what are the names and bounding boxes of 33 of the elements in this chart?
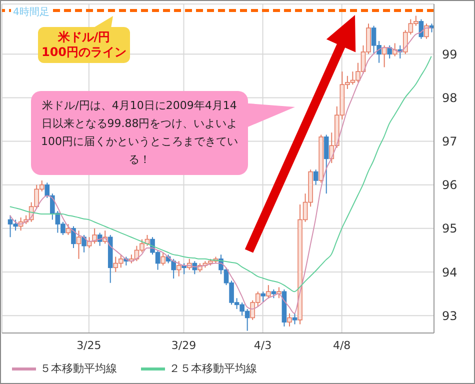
candlestick [160, 252, 166, 266]
candlestick [260, 291, 266, 303]
candlestick [66, 224, 71, 236]
y-tick-label: 93 [442, 308, 458, 323]
ref-line-label: 米ドル/円 100円のライン [38, 30, 130, 60]
y-tick-label: 96 [442, 178, 458, 192]
y-tick-label: 99 [442, 47, 458, 62]
candlestick [276, 286, 282, 299]
candlestick [324, 134, 329, 194]
candlestick [82, 234, 86, 253]
candlestick [176, 260, 182, 277]
candlestick [424, 23, 429, 40]
y-tick-label: 94 [442, 265, 458, 280]
candlestick [392, 42, 398, 57]
candlestick [44, 182, 50, 198]
candlestick [266, 284, 271, 299]
candlestick [387, 44, 392, 59]
x-tick-label: 3/29 [171, 338, 196, 352]
candlestick [313, 169, 318, 186]
y-tick-label: 97 [442, 134, 458, 149]
candlestick [287, 312, 292, 327]
candlestick [71, 226, 76, 249]
candlestick [292, 312, 298, 325]
y-tick-label: 95 [442, 222, 458, 236]
legend-label: ５本移動平均線 [40, 362, 117, 376]
annotation: 米ドル/円は、4月10日に2009年4月14日以来となる99.88円をつけ、いよいよ100円に届くかというところまできている！ [40, 98, 239, 168]
x-tick-label: 3/25 [76, 338, 102, 352]
x-tick-label: 4/3 [254, 338, 272, 352]
x-tick-label: 4/8 [332, 338, 351, 352]
legend-label: ２５本移動平均線 [169, 362, 257, 376]
candlestick [76, 230, 82, 260]
y-tick-label: 98 [442, 90, 458, 105]
annotation: 4時間足 [11, 5, 52, 19]
